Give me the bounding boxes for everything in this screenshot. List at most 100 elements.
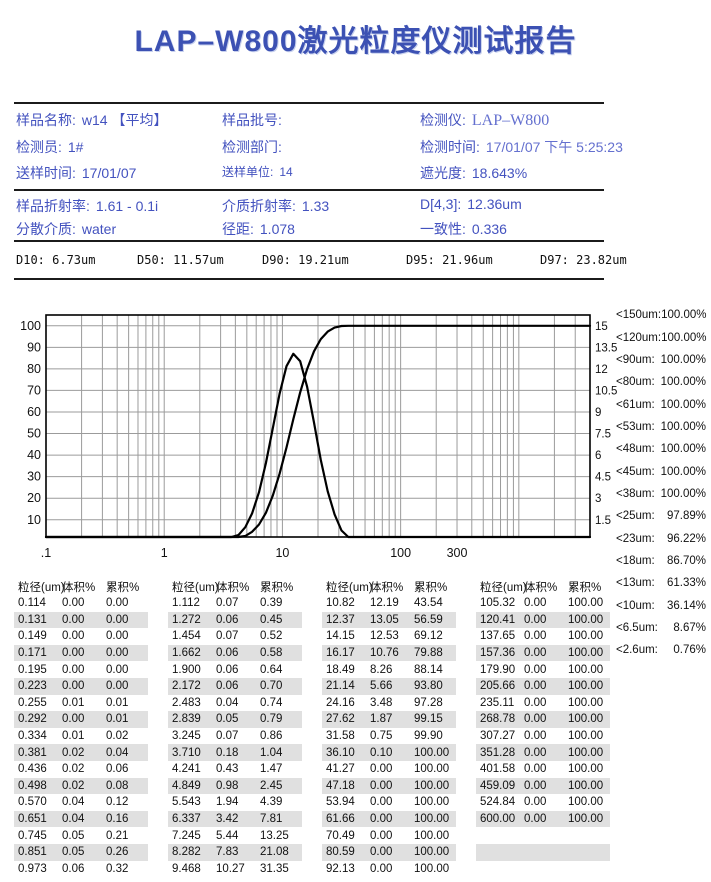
size-cell: 401.58: [480, 763, 516, 776]
size-cell: 459.09: [480, 779, 516, 792]
threshold-size-label: <23um:: [616, 532, 655, 545]
volume-cell: 0.00: [524, 713, 547, 726]
table-row: 53.94 0.00 100.00: [322, 794, 456, 811]
table-row: 0.651 0.04 0.16: [14, 810, 148, 828]
volume-cell: 0.00: [524, 779, 547, 792]
size-cell: 0.195: [18, 663, 47, 676]
volume-cell: 0.04: [62, 813, 85, 826]
threshold-size-label: <38um:: [616, 487, 655, 500]
table-header-cell: 体积%: [524, 581, 558, 594]
threshold-size-label: <18um:: [616, 554, 655, 567]
table-row: 137.65 0.00 100.00: [476, 628, 610, 645]
table-row: 31.58 0.75 99.90: [322, 728, 456, 745]
cumulative-cell: 100.00: [568, 796, 604, 809]
divider-line: [14, 102, 604, 104]
plot-border: [45, 314, 591, 538]
size-cell: 2.172: [172, 680, 201, 693]
table-row: 18.49 8.26 88.14: [322, 661, 456, 678]
table-row: 2.839 0.05 0.79: [168, 711, 302, 728]
size-cell: 0.114: [18, 597, 46, 610]
table-row: 0.223 0.00 0.00: [14, 677, 148, 695]
particle-size-distribution-chart: .1 1 10 100 300 10 20 30 40 50 60 70 80 90 100 1.5 3 4.5 6…: [20, 314, 617, 560]
table-row: [476, 827, 610, 844]
cumulative-cell: 0.86: [260, 730, 283, 743]
volume-cell: 10.27: [216, 862, 245, 875]
cumulative-cell: 7.81: [260, 813, 283, 826]
volume-cell: 5.44: [216, 829, 239, 842]
table-row: 0.149 0.00 0.00: [14, 628, 148, 645]
threshold-size-label: <80um:: [616, 376, 655, 389]
size-cell: 307.27: [480, 730, 516, 743]
threshold-size-label: <120um:: [616, 331, 662, 344]
param-field: 介质折射率: 1.33: [222, 196, 329, 216]
y-left-tick-label: 70: [27, 383, 41, 397]
threshold-item: <13um: 61.33%: [616, 572, 706, 594]
table-row: 157.36 0.00 100.00: [476, 644, 610, 662]
size-cell: 1.900: [172, 663, 201, 676]
size-cell: 235.11: [480, 696, 515, 709]
info-field: 送样单位: 14: [222, 163, 293, 180]
table-row: 10.82 12.19 43.54: [322, 595, 456, 612]
table-row: 105.32 0.00 100.00: [476, 595, 610, 612]
cumulative-cell: 0.00: [106, 663, 129, 676]
table-header-row: 粒径(um) 体积% 累积%: [168, 578, 302, 595]
table-row: 2.172 0.06 0.70: [168, 677, 302, 695]
info-label: 检测仪:: [420, 112, 466, 128]
table-row: 524.84 0.00 100.00: [476, 794, 610, 811]
y-left-tick-label: 60: [27, 405, 41, 419]
cumulative-cell: 93.80: [414, 680, 443, 693]
info-label: 送样单位:: [222, 165, 274, 179]
threshold-item: <10um: 36.14%: [616, 594, 706, 616]
table-group: 粒径(um) 体积% 累积% 0.114 0.00 0.00 0.131 0.00 0.00 0.…: [14, 578, 148, 877]
volume-cell: 0.00: [524, 763, 547, 776]
threshold-percent-value: 100.00%: [660, 398, 706, 411]
size-cell: 21.14: [326, 680, 355, 693]
table-row: 0.745 0.05 0.21: [14, 827, 148, 844]
size-cell: 16.17: [326, 647, 355, 660]
volume-cell: 5.66: [370, 680, 393, 693]
size-cell: 92.13: [326, 862, 355, 875]
volume-cell: 0.00: [524, 680, 547, 693]
table-row: 47.18 0.00 100.00: [322, 777, 456, 795]
table-row: 14.15 12.53 69.12: [322, 628, 456, 645]
divider-line: [14, 189, 604, 191]
cumulative-cell: 31.35: [260, 862, 289, 875]
size-cell: 205.66: [480, 680, 516, 693]
cumulative-cell: 13.25: [260, 829, 289, 842]
volume-cell: 0.00: [524, 647, 547, 660]
size-cell: 0.131: [18, 613, 47, 626]
volume-cell: 0.06: [216, 613, 239, 626]
cumulative-cell: 100.00: [568, 696, 604, 709]
cumulative-cell: 4.39: [260, 796, 283, 809]
info-field: 检测部门:: [222, 137, 288, 157]
cumulative-cell: 0.08: [106, 779, 129, 792]
param-label: 一致性:: [420, 221, 466, 237]
table-row: 351.28 0.00 100.00: [476, 744, 610, 761]
size-cell: 0.223: [18, 680, 47, 693]
table-row: 4.849 0.98 2.45: [168, 777, 302, 795]
size-cell: 47.18: [326, 779, 355, 792]
threshold-size-label: <6.5um:: [616, 621, 658, 634]
threshold-size-label: <61um:: [616, 398, 655, 411]
table-group: 粒径(um) 体积% 累积% 105.32 0.00 100.00 120.41 0.00 10…: [476, 578, 610, 877]
table-header-cell: 累积%: [414, 581, 448, 594]
size-cell: 70.49: [326, 829, 355, 842]
cumulative-cell: 0.00: [106, 613, 129, 626]
cumulative-cell: 99.15: [414, 713, 443, 726]
cumulative-cell: 0.79: [260, 713, 283, 726]
cumulative-cell: 100.00: [568, 663, 604, 676]
info-value: 1#: [67, 139, 84, 155]
threshold-item: <53um: 100.00%: [616, 416, 706, 438]
volume-cell: 3.48: [370, 696, 393, 709]
info-label: 送样时间:: [16, 165, 76, 181]
x-axis-tick-label: .1: [41, 546, 51, 560]
size-cell: 179.90: [480, 663, 516, 676]
volume-cell: 0.00: [62, 663, 85, 676]
cumulative-cell: 100.00: [568, 763, 604, 776]
cumulative-cell: 1.04: [260, 746, 283, 759]
table-row: 205.66 0.00 100.00: [476, 677, 610, 695]
volume-cell: 0.98: [216, 779, 239, 792]
table-header-cell: 累积%: [106, 581, 140, 594]
cumulative-cell: 43.54: [414, 597, 443, 610]
size-cell: 4.241: [172, 763, 201, 776]
